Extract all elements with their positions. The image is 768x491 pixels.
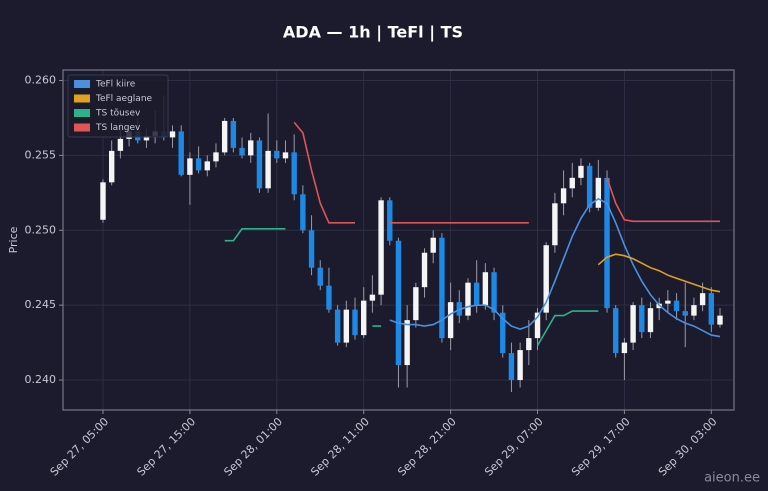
y-tick-label: 0.260 xyxy=(25,73,57,86)
candle-body xyxy=(708,293,715,325)
candle-body xyxy=(613,308,619,354)
candle-body xyxy=(265,150,271,189)
candle-body xyxy=(395,240,402,366)
candle-body xyxy=(682,311,688,316)
candle-body xyxy=(248,140,254,156)
candle-body xyxy=(308,230,315,268)
candle-body xyxy=(421,252,428,288)
candle-body xyxy=(630,305,636,343)
candle-body xyxy=(473,282,480,306)
candle-body xyxy=(213,152,219,162)
legend-box xyxy=(67,74,169,138)
candle-body xyxy=(647,308,654,333)
candle-body xyxy=(343,309,350,343)
candle-body xyxy=(195,158,202,171)
candle-body xyxy=(430,237,436,253)
legend-swatch xyxy=(74,80,90,88)
candle-body xyxy=(447,302,454,339)
candle-body xyxy=(578,165,584,178)
candle-body xyxy=(517,350,523,381)
candle-body xyxy=(169,131,176,138)
candle-body xyxy=(100,182,106,220)
candle-body xyxy=(204,161,210,171)
indicator-line xyxy=(389,197,721,338)
candle-body xyxy=(274,150,280,159)
candle-body xyxy=(717,315,723,325)
candle-body xyxy=(491,272,497,313)
chart-title: ADA — 1h | TeFl | TS xyxy=(283,23,463,43)
legend-swatch xyxy=(74,94,90,103)
candle-body xyxy=(552,203,558,246)
candle-body xyxy=(387,200,393,241)
candle-body xyxy=(117,138,124,151)
candle-body xyxy=(543,245,549,313)
legend-label: TeFl aeglane xyxy=(95,94,153,104)
candle-body xyxy=(665,300,671,304)
candle-body xyxy=(482,272,489,306)
candle-body xyxy=(187,158,193,175)
y-tick-label: 0.240 xyxy=(25,373,57,386)
candle-body xyxy=(256,140,263,189)
candle-body xyxy=(282,152,289,159)
candle-body xyxy=(699,293,706,306)
candle-body xyxy=(178,131,184,175)
indicator-line xyxy=(293,121,720,224)
legend-label: TS langev xyxy=(95,123,141,133)
candle-body xyxy=(143,135,150,141)
candle-body xyxy=(508,353,515,381)
y-tick-label: 0.245 xyxy=(25,298,57,311)
candle-body xyxy=(604,177,610,309)
legend-label: TS tõusev xyxy=(95,109,141,119)
candle-body xyxy=(326,285,332,310)
candle-body xyxy=(569,177,575,189)
legend-label: TeFl kiire xyxy=(95,80,136,90)
candle-body xyxy=(413,287,419,321)
candle-body xyxy=(239,147,245,156)
candle-body xyxy=(334,309,341,343)
y-tick-label: 0.250 xyxy=(25,223,57,236)
candle-body xyxy=(465,282,471,316)
candle-body xyxy=(317,267,323,286)
candle-body xyxy=(108,150,115,183)
candle-body xyxy=(369,294,376,301)
candle-body xyxy=(673,300,680,312)
y-axis-label: Price xyxy=(7,226,20,253)
candle-body xyxy=(621,342,628,354)
plot-frame xyxy=(62,69,735,411)
y-tick-label: 0.255 xyxy=(25,148,57,161)
candle-body xyxy=(526,338,532,351)
legend-swatch xyxy=(74,123,90,132)
candle-body xyxy=(230,120,237,148)
candle-body xyxy=(586,165,593,208)
candle-body xyxy=(404,320,410,366)
candle-body xyxy=(595,177,602,208)
candle-body xyxy=(378,200,384,295)
candle-body xyxy=(291,152,297,195)
candle-body xyxy=(691,305,697,316)
indicator-line xyxy=(224,228,599,347)
watermark: aieon.ee xyxy=(704,471,760,486)
candle-body xyxy=(560,188,567,204)
candle-body xyxy=(534,312,541,339)
candle-body xyxy=(300,194,306,231)
candle-body xyxy=(221,120,228,153)
legend-swatch xyxy=(74,109,90,117)
candle-body xyxy=(500,312,506,354)
candle-body xyxy=(639,305,645,333)
candle-body xyxy=(439,237,445,339)
candle-body xyxy=(352,309,358,336)
candle-body xyxy=(361,300,367,336)
indicator-line xyxy=(597,253,721,293)
